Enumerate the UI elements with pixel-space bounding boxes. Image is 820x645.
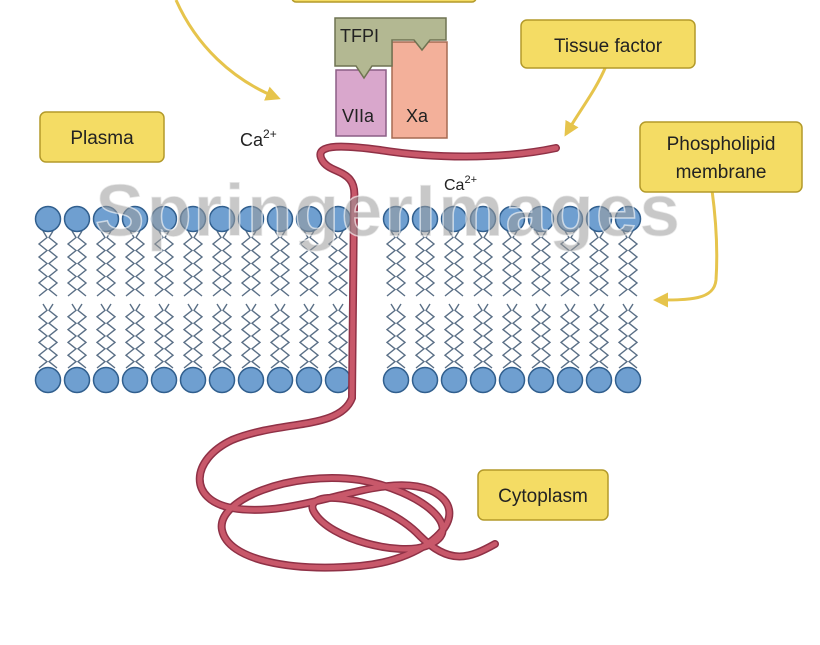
lipid-tail [310,304,318,368]
lipid-head [413,368,438,393]
lipid-head [587,368,612,393]
lipid-tail [39,304,47,368]
lipid-tail [416,304,424,368]
lipid-tail [271,304,279,368]
lipid-tail [484,304,492,368]
lipid-head [65,207,90,232]
lipid-tail [513,304,521,368]
lipid-tail [213,304,221,368]
lipid-tail [561,304,569,368]
lipid-head [297,368,322,393]
lipid-tail [387,304,395,368]
arrow-top-left [176,0,278,98]
lipid-head [36,368,61,393]
lipid-tail [194,304,202,368]
lipid-head [210,368,235,393]
lipid-tail [252,304,260,368]
lipid-head [384,368,409,393]
lipid-head [181,368,206,393]
lipid-tail [97,304,105,368]
lipid-head [239,368,264,393]
lipid-tail [474,304,482,368]
lipid-tail [300,304,308,368]
lipid-head [558,368,583,393]
xa-label: Xa [406,106,429,126]
lipid-tail [619,304,627,368]
lipid-head [36,207,61,232]
lipid-tail [455,304,463,368]
cytoplasm-label-text: Cytoplasm [498,486,588,507]
lipid-tail [78,231,86,296]
viia-protein [336,70,386,136]
lipid-tail [281,304,289,368]
lipid-tail [126,304,134,368]
lipid-tail [184,304,192,368]
watermark: SpringerImages [95,169,682,252]
lipid-tail [329,304,337,368]
lipid-tail [78,304,86,368]
viia-label: VIIa [342,106,375,126]
lipid-tail [165,304,173,368]
lipid-tail [242,304,250,368]
lipid-tail [532,304,540,368]
lipid-head [94,368,119,393]
lipid-tail [68,231,76,296]
lipid-head [471,368,496,393]
lipid-head [442,368,467,393]
lipid-tail [629,304,637,368]
cytoplasm-label: Cytoplasm [478,470,608,520]
lipid-tail [136,304,144,368]
protein-complex: TFPI VIIa Xa [335,18,447,138]
ca-left-sup: 2+ [263,127,277,141]
lipid-tail [155,304,163,368]
lipid-tail [590,304,598,368]
lipid-tail [223,304,231,368]
phospholipid-label-line2: membrane [676,162,767,183]
plasma-label: Plasma [40,112,164,162]
lipid-tail [107,304,115,368]
arrow-tissue-factor [566,66,606,134]
tfpi-label: TFPI [340,26,379,46]
lipid-head [268,368,293,393]
lipid-head [500,368,525,393]
lipid-head [326,368,351,393]
phospholipid-label-line1: Phospholipid [667,134,776,155]
lipid-tail [339,304,347,368]
lipid-tail [542,304,550,368]
calcium-ion-left: Ca2+ [240,127,277,150]
top-label-box-partial [292,0,476,2]
lipid-tail [49,231,57,296]
lipid-tail [571,304,579,368]
lipid-tail [49,304,57,368]
lipid-tail [426,304,434,368]
lipid-head [123,368,148,393]
lipid-tail [68,304,76,368]
lipid-head [65,368,90,393]
ca-left-text: Ca [240,130,264,150]
lipid-head [152,368,177,393]
lipid-tail [600,304,608,368]
lipid-tail [445,304,453,368]
tissue-factor-label: Tissue factor [521,20,695,68]
lipid-head [529,368,554,393]
lipid-tail [39,231,47,296]
tissue-factor-label-text: Tissue factor [554,36,663,57]
lipid-tail [397,304,405,368]
plasma-label-text: Plasma [70,128,134,149]
lipid-head [616,368,641,393]
svg-text:Ca2+: Ca2+ [240,127,277,150]
lipid-tail [503,304,511,368]
